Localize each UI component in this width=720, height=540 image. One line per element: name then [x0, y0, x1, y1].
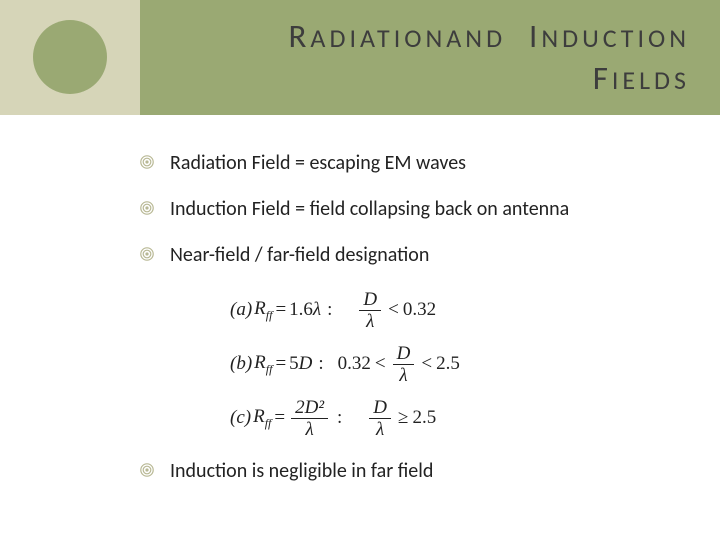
cond-val: 2.5	[412, 407, 436, 429]
bullet-text: Induction Field = field collapsing back …	[170, 196, 569, 222]
formula-block: (a) Rff = 1.6λ : D λ < 0.32 (b) Rff = 5D…	[230, 288, 700, 440]
title-w2-cap: I	[529, 16, 541, 56]
cond-op: <	[388, 299, 399, 321]
formula-frac: D λ	[393, 344, 415, 385]
formula-rhs-sym: D	[299, 353, 313, 375]
slide-title-line2: FIELDS	[593, 58, 690, 99]
formula-lhs: Rff	[253, 406, 271, 431]
title-w3-rest: IELDS	[612, 64, 690, 96]
cond-op: <	[421, 353, 432, 375]
cond-op: ≥	[398, 407, 408, 429]
formula-frac: D λ	[359, 290, 381, 331]
bullet-text: Near-field / far-field designation	[170, 242, 429, 268]
slide-title-line1: RADIATIONAND INDUCTION	[289, 16, 691, 57]
bullet-icon	[140, 247, 154, 261]
bullet-icon	[140, 155, 154, 169]
formula-label: (a)	[230, 299, 252, 321]
bullet-item: Induction Field = field collapsing back …	[140, 196, 700, 222]
colon: :	[327, 299, 332, 321]
formula-lhs: Rff	[254, 352, 272, 377]
cond-lo: 0.32	[338, 353, 371, 375]
bullet-icon	[140, 201, 154, 215]
colon: :	[337, 407, 342, 429]
formula-lhs: Rff	[254, 298, 272, 323]
title-w3-cap: F	[593, 58, 612, 98]
formula-rhs-sym: λ	[313, 299, 321, 321]
bullet-icon	[140, 463, 154, 477]
formula-label: (b)	[230, 353, 252, 375]
header-band: RADIATIONAND INDUCTION FIELDS	[0, 0, 720, 115]
formula-rhs-frac: 2D² λ	[291, 398, 328, 439]
equals-sign: =	[275, 353, 286, 375]
formula-a: (a) Rff = 1.6λ : D λ < 0.32	[230, 288, 700, 332]
bullet-text: Radiation Field = escaping EM waves	[170, 150, 466, 176]
header-right-panel: RADIATIONAND INDUCTION FIELDS	[140, 0, 720, 115]
equals-sign: =	[274, 407, 285, 429]
cond-lo-op: <	[375, 353, 386, 375]
formula-rhs-coeff: 1.6	[289, 299, 313, 321]
formula-label: (c)	[230, 407, 251, 429]
title-w1-rest: ADIATIONAND	[310, 22, 506, 54]
bullet-item: Radiation Field = escaping EM waves	[140, 150, 700, 176]
cond-val: 2.5	[436, 353, 460, 375]
formula-c: (c) Rff = 2D² λ : D λ ≥ 2.5	[230, 396, 700, 440]
formula-b: (b) Rff = 5D : 0.32 < D λ < 2.5	[230, 342, 700, 386]
content-area: Radiation Field = escaping EM waves Indu…	[140, 150, 700, 504]
equals-sign: =	[275, 299, 286, 321]
bullet-item: Induction is negligible in far field	[140, 458, 700, 484]
title-w1-cap: R	[289, 16, 311, 56]
colon: :	[318, 353, 323, 375]
bullet-item: Near-field / far-field designation	[140, 242, 700, 268]
formula-frac: D λ	[369, 398, 391, 439]
cond-val: 0.32	[403, 299, 436, 321]
accent-circle	[33, 20, 107, 94]
bullet-text: Induction is negligible in far field	[170, 458, 433, 484]
formula-rhs-coeff: 5	[289, 353, 299, 375]
title-w2-rest: NDUCTION	[541, 22, 690, 54]
